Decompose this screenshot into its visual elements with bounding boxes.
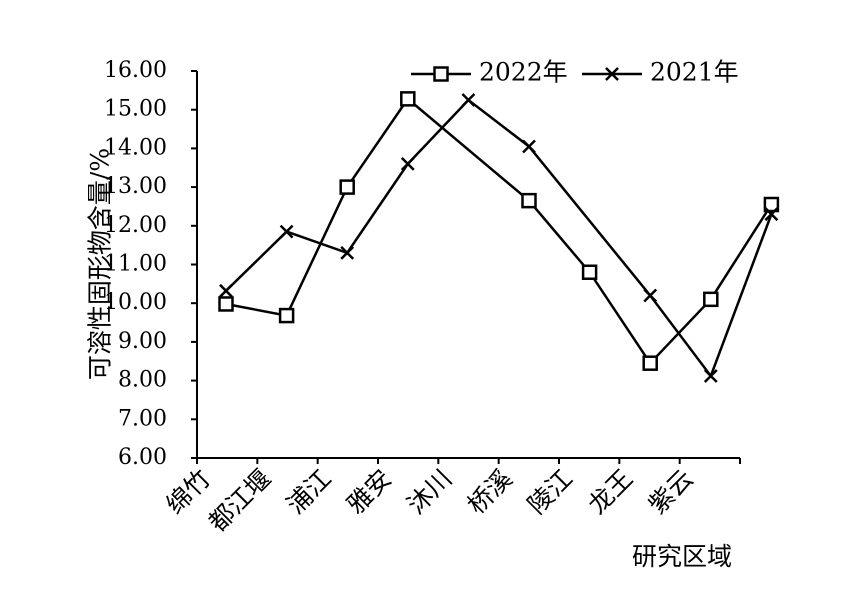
y-axis-title: 可溶性固形物含量/% xyxy=(86,148,115,380)
data-point-square xyxy=(642,355,658,371)
legend-label: 2021年 xyxy=(650,58,739,87)
x-tick-label: 都江堰 xyxy=(203,464,277,538)
data-point-square xyxy=(763,196,780,213)
legend-entry: 2021年 xyxy=(582,58,739,87)
y-tick-label: 12.00 xyxy=(104,213,167,238)
data-point-square xyxy=(433,66,449,82)
x-tick-label: 紫云 xyxy=(643,464,699,520)
data-point-square xyxy=(703,291,719,308)
data-point-square xyxy=(278,307,295,324)
series-1 xyxy=(218,91,780,371)
data-point-x xyxy=(764,207,779,222)
x-tick-label: 雅安 xyxy=(341,464,397,520)
y-tick-label: 6.00 xyxy=(118,445,167,470)
y-tick-label: 15.00 xyxy=(104,97,167,122)
data-point-square xyxy=(521,192,537,209)
x-tick-label: 浦江 xyxy=(281,464,337,520)
data-point-x xyxy=(461,93,476,107)
legend: 2022年 2021年 xyxy=(411,58,739,87)
x-tick-label: 陵江 xyxy=(522,464,578,520)
data-point-x xyxy=(522,139,536,154)
x-tick-label: 桥溪 xyxy=(462,464,518,520)
data-point-x xyxy=(605,67,619,81)
y-tick-label: 8.00 xyxy=(118,368,167,393)
series-line xyxy=(225,97,773,366)
y-tick-label: 9.00 xyxy=(118,329,167,354)
x-axis-title: 研究区域 xyxy=(632,542,732,571)
data-point-x xyxy=(643,288,658,303)
data-point-square xyxy=(339,179,355,195)
data-point-x xyxy=(340,246,355,260)
x-tick-label: 龙王 xyxy=(582,464,638,520)
legend-entry: 2022年 xyxy=(411,58,568,87)
x-tick-label: 沐川 xyxy=(402,464,458,520)
y-tick-label: 14.00 xyxy=(104,135,167,160)
data-point-square xyxy=(218,296,234,312)
y-tick-label: 10.00 xyxy=(104,290,167,315)
series-layer xyxy=(218,91,780,383)
y-tick-label: 16.00 xyxy=(104,58,167,83)
legend-label: 2022年 xyxy=(479,58,568,87)
data-point-x xyxy=(219,283,233,298)
y-tick-label: 13.00 xyxy=(104,174,167,199)
data-point-x xyxy=(703,369,718,383)
data-point-x xyxy=(400,156,415,171)
y-tick-label: 11.00 xyxy=(104,252,167,277)
axes xyxy=(191,70,741,464)
series-line xyxy=(225,98,773,379)
series-2 xyxy=(219,93,779,383)
y-tick-labels: 6.00 7.00 8.00 9.00 10.00 11.00 12.00 13.00 14.0… xyxy=(104,58,167,470)
data-point-square xyxy=(581,264,598,280)
y-tick-label: 7.00 xyxy=(118,406,167,431)
data-point-x xyxy=(279,224,294,239)
data-point-square xyxy=(400,91,416,107)
